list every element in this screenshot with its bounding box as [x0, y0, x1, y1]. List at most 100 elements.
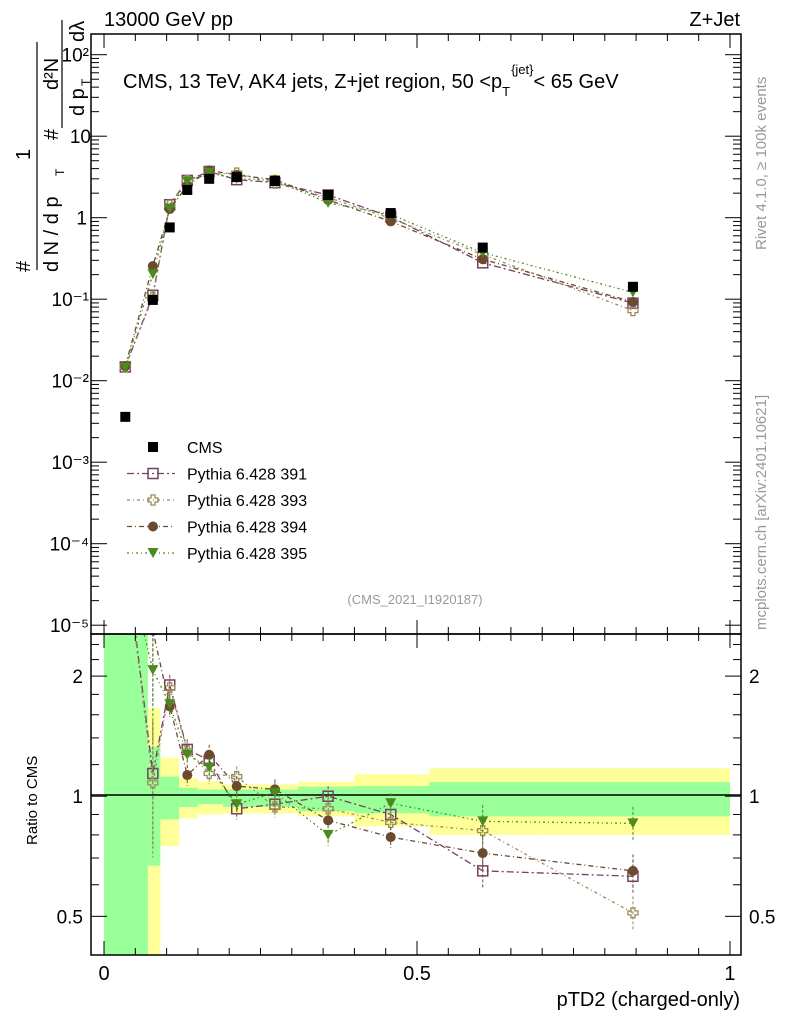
ratio-point-395 — [231, 799, 243, 810]
ratio-point-394 — [182, 770, 193, 781]
y-label-den1: d p — [67, 88, 89, 116]
legend-label: Pythia 6.428 391 — [187, 467, 307, 484]
data-point-cms — [269, 176, 280, 187]
legend-marker — [148, 442, 158, 452]
ratio-point-394 — [204, 749, 215, 760]
ratio-panel-series — [120, 543, 639, 932]
band-inner — [147, 746, 161, 866]
ratio-line-393 — [134, 634, 634, 914]
legend-label: CMS — [187, 440, 223, 457]
y-tick-label: 10⁻² — [52, 372, 90, 393]
ratio-point-393 — [385, 816, 397, 829]
ratio-point-391 — [120, 547, 130, 557]
ratio-point-395 — [181, 749, 193, 760]
data-point-395 — [119, 362, 131, 373]
ratio-point-395 — [203, 762, 215, 773]
data-point-cms — [204, 173, 215, 184]
series-line-395 — [124, 172, 634, 368]
data-point-394 — [385, 216, 396, 227]
ratio-point-393 — [477, 824, 489, 837]
y-axis-label: # 1 d N / d p # T d²N d p T dλ — [13, 20, 93, 272]
legend-marker — [147, 548, 159, 558]
ratio-point-395 — [164, 699, 176, 710]
data-point-cms — [147, 294, 158, 305]
data-point-395 — [322, 197, 334, 208]
data-point-cms — [627, 281, 638, 292]
data-point-cms — [231, 172, 242, 183]
band-inner — [104, 634, 148, 955]
data-point-cms — [164, 222, 175, 233]
legend-marker — [147, 494, 159, 506]
data-point-394 — [477, 254, 488, 265]
legend-marker — [147, 467, 159, 480]
ratio-y-tick-label-right: 1 — [749, 787, 760, 808]
band-inner — [222, 789, 255, 807]
ratio-point-393 — [322, 803, 334, 815]
ratio-point-393 — [269, 801, 281, 813]
band-inner — [542, 782, 730, 817]
axes: 0 0.5 1 10⁻⁵ 10⁻⁴ 10⁻³ 10⁻² 10⁻¹ 1 10 10² 0.5 0.5 1 1 2… — [50, 34, 775, 985]
data-point-395 — [181, 176, 193, 187]
ratio-point-395 — [322, 829, 334, 840]
series-line-391 — [124, 170, 634, 368]
legend-marker — [148, 521, 158, 532]
data-point-393 — [627, 304, 639, 317]
legend: CMS Pythia 6.428 391 Pythia 6.428 393 Pythi… — [127, 440, 307, 563]
legend-label: Pythia 6.428 393 — [187, 493, 307, 510]
y-label-numerator: 1 — [13, 149, 35, 160]
data-point-cms — [120, 411, 131, 422]
x-tick-label: 0.5 — [403, 963, 431, 985]
ratio-y-tick-label-right: 2 — [749, 667, 760, 688]
y-tick-label: 10⁻³ — [52, 453, 90, 474]
y-label-hash-2: # — [41, 128, 63, 140]
ratio-point-393 — [203, 767, 215, 780]
y-label-num2: d²N — [41, 58, 63, 90]
data-point-394 — [627, 297, 638, 308]
plot-title: CMS, 13 TeV, AK4 jets, Z+jet region, 50 … — [123, 62, 619, 99]
data-point-395 — [147, 269, 159, 280]
band-inner — [179, 787, 198, 807]
main-panel-series — [119, 165, 639, 422]
x-tick-label: 0 — [98, 963, 109, 985]
x-axis-label: pTD2 (charged-only) — [557, 989, 740, 1011]
series-line-394 — [124, 169, 634, 367]
ratio-point-394 — [627, 865, 638, 876]
ratio-point-394 — [477, 848, 488, 859]
data-point-cms — [385, 208, 396, 219]
legend-label: Pythia 6.428 394 — [187, 520, 307, 537]
y-label-den2: dλ — [67, 21, 89, 42]
data-point-395 — [164, 203, 176, 214]
ratio-point-394 — [120, 543, 130, 553]
main-panel-frame — [90, 33, 742, 635]
y-label-subscript-2: T — [79, 78, 93, 86]
ratio-point-394 — [231, 781, 242, 792]
x-tick-label: 1 — [724, 963, 735, 985]
band-inner — [429, 782, 543, 817]
ratio-point-393 — [627, 907, 639, 919]
legend-label: Pythia 6.428 395 — [187, 546, 307, 563]
ratio-point-395 — [120, 551, 131, 561]
y-label-hash: # — [13, 260, 35, 272]
ratio-point-395 — [477, 816, 489, 827]
header-left: 13000 GeV pp — [104, 9, 233, 31]
ratio-y-tick-label: 0.5 — [57, 907, 83, 928]
ratio-point-393 — [120, 547, 130, 557]
series-line-393 — [124, 172, 634, 368]
ratio-y-tick-label-right: 0.5 — [749, 907, 775, 928]
y-label-subscript: T — [53, 168, 67, 176]
ratio-point-395 — [385, 798, 397, 809]
analysis-id: (CMS_2021_I1920187) — [347, 592, 482, 607]
ratio-point-391 — [476, 865, 489, 877]
ratio-y-tick-label: 1 — [72, 787, 83, 808]
ratio-point-395 — [147, 665, 159, 676]
rivet-version-text: Rivet 4.1.0, ≥ 100k events — [753, 77, 770, 250]
data-point-cms — [182, 184, 193, 195]
y-tick-label: 10 — [70, 127, 91, 148]
ratio-point-394 — [385, 832, 396, 843]
ratio-point-393 — [147, 777, 159, 789]
y-tick-label: 10⁻⁴ — [50, 535, 89, 556]
ratio-point-394 — [323, 815, 334, 826]
data-point-395 — [203, 167, 215, 178]
header-right: Z+Jet — [689, 9, 740, 31]
